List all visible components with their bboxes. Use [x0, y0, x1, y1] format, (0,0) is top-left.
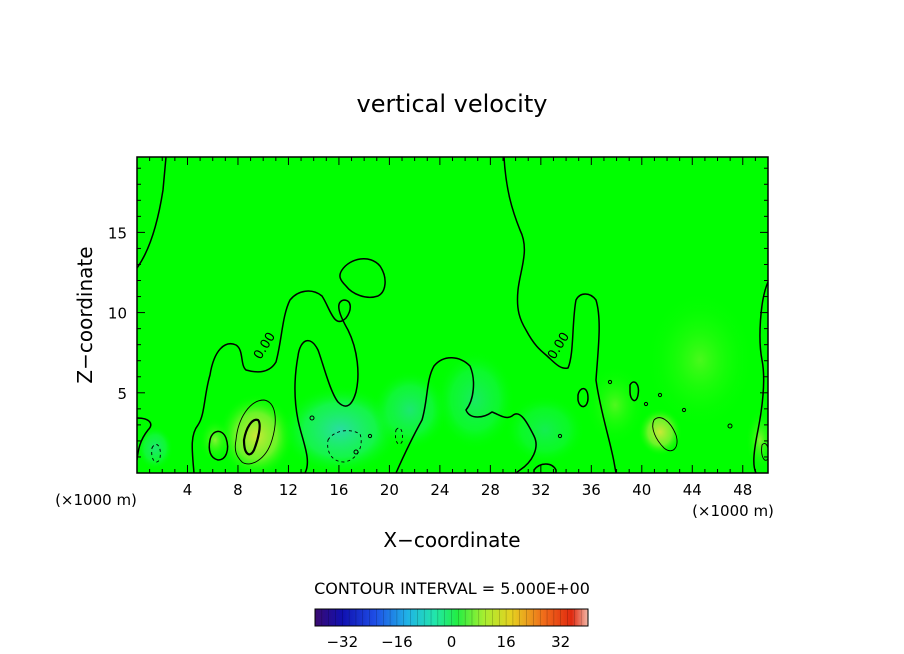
contour-line: [395, 357, 537, 473]
positive-contours: [234, 399, 768, 465]
colorbar: −32 −16 0 16 32: [314, 608, 589, 651]
colorbar-tick-label: 0: [447, 633, 457, 651]
contour-speck: [681, 407, 687, 413]
x-tick-label: 16: [329, 481, 348, 499]
contour-speck: [557, 433, 563, 439]
contour-line: [137, 157, 167, 269]
x-tick-label: 48: [733, 481, 752, 499]
negative-contours: [151, 427, 403, 463]
contour-speck: [727, 423, 733, 429]
contour-line: [208, 430, 229, 461]
contour-specks: [309, 379, 733, 455]
contour-speck: [643, 401, 649, 407]
downdraft-shade: [372, 370, 448, 450]
contour-speck: [607, 379, 613, 385]
x-axis: 4 8 12 16 20 24 28 32 36 40 44 48: [149, 157, 756, 499]
contour-line: [753, 281, 768, 473]
chart-title: vertical velocity: [357, 90, 548, 118]
contour-line: [629, 381, 640, 402]
contour-line: [339, 258, 386, 298]
colorbar-tick-label: 32: [551, 633, 570, 651]
contour-speck: [657, 392, 663, 398]
colorbar-ticks: −32 −16 0 16 32: [326, 633, 570, 651]
x-tick-label: 28: [481, 481, 500, 499]
plot-area: 0.00 0.00: [137, 157, 768, 473]
downdraft-shade: [280, 385, 400, 473]
updraft-shade: [199, 418, 231, 462]
downdraft-shade: [505, 395, 585, 465]
contour-line: [395, 427, 403, 445]
contour-speck: [353, 449, 359, 455]
colorbar-tick-label: −16: [381, 633, 413, 651]
contour-line: [234, 399, 276, 465]
contour-speck: [309, 415, 315, 421]
y-axis: 5 10 15: [108, 167, 768, 458]
updraft-shade: [638, 408, 682, 456]
updraft-shade: [585, 365, 645, 445]
contour-speck: [367, 433, 373, 439]
contour-interval-text: CONTOUR INTERVAL = 5.000E+00: [314, 579, 590, 598]
x-tick-label: 32: [531, 481, 550, 499]
updraft-shade: [746, 410, 768, 470]
contour-line: [137, 417, 152, 461]
downdraft-shade: [435, 350, 515, 450]
contour-line: [577, 387, 589, 408]
colorbar-tick-label: −32: [326, 633, 358, 651]
colorbar-frame: [314, 608, 589, 627]
x-axis-label: X−coordinate: [383, 528, 520, 552]
contour-line: [503, 157, 617, 473]
x-tick-label: 20: [380, 481, 399, 499]
contour-line: [761, 443, 768, 461]
x-tick-label: 40: [632, 481, 651, 499]
x-tick-label: 12: [279, 481, 298, 499]
x-tick-label: 8: [233, 481, 243, 499]
x-tick-label: 44: [683, 481, 702, 499]
colorbar-gradient: [315, 609, 588, 626]
x-tick-label: 24: [430, 481, 449, 499]
x-tick-label: 36: [582, 481, 601, 499]
x-tick-label: 4: [183, 481, 193, 499]
y-tick-label: 15: [108, 224, 127, 242]
updraft-shade: [645, 290, 755, 430]
updraft-core-contour: [242, 418, 261, 456]
y-tick-label: 5: [117, 385, 127, 403]
x-axis-unit-left: (×1000 m): [55, 491, 137, 509]
colorbar-stripes: [321, 609, 582, 626]
contour-line: [191, 290, 359, 473]
x-axis-unit-right: (×1000 m): [692, 502, 774, 520]
downdraft-shade: [137, 426, 173, 470]
colorbar-tick-label: 16: [497, 633, 516, 651]
y-axis-label: Z−coordinate: [73, 246, 97, 383]
contour-line: [652, 417, 678, 452]
y-tick-label: 10: [108, 305, 127, 323]
zero-contours: [137, 157, 768, 473]
